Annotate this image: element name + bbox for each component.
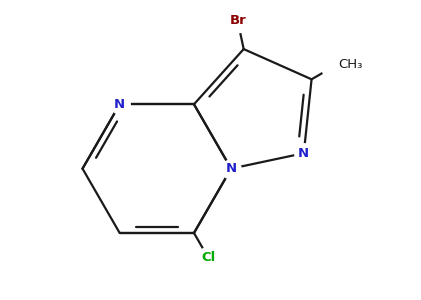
Text: N: N bbox=[114, 98, 125, 111]
Text: N: N bbox=[226, 162, 237, 175]
Text: Cl: Cl bbox=[201, 251, 216, 264]
Text: N: N bbox=[298, 147, 309, 160]
Text: CH₃: CH₃ bbox=[338, 58, 362, 71]
Text: Br: Br bbox=[229, 14, 246, 28]
